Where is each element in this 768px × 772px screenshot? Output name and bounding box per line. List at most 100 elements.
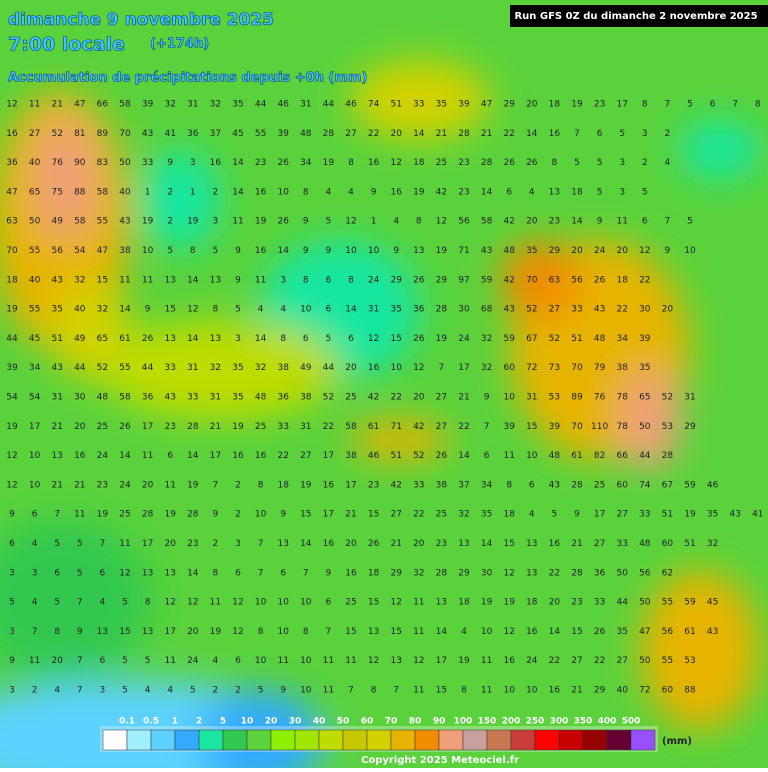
grid-value: 7 <box>732 100 738 110</box>
grid-value: 21 <box>210 422 221 432</box>
grid-value: 23 <box>458 187 469 197</box>
grid-value: 48 <box>503 246 515 256</box>
grid-value: 16 <box>503 656 515 666</box>
grid-value: 42 <box>390 480 401 490</box>
grid-value: 28 <box>662 451 674 461</box>
grid-value: 5 <box>77 539 83 549</box>
grid-value: 40 <box>29 158 41 168</box>
grid-value: 4 <box>258 305 264 315</box>
grid-value: 7 <box>348 686 354 696</box>
grid-value: 65 <box>97 334 108 344</box>
grid-value: 18 <box>277 480 289 490</box>
grid-value: 19 <box>187 480 199 490</box>
grid-value: 9 <box>597 217 603 227</box>
grid-value: 58 <box>74 217 86 227</box>
grid-value: 50 <box>29 217 41 227</box>
grid-value: 24 <box>97 451 109 461</box>
grid-value: 8 <box>213 568 219 578</box>
legend-label: 0.5 <box>143 717 159 727</box>
grid-value: 8 <box>145 598 151 608</box>
grid-value: 88 <box>74 187 86 197</box>
grid-value: 9 <box>326 246 332 256</box>
grid-value: 7 <box>77 598 83 608</box>
grid-value: 13 <box>164 568 175 578</box>
grid-value: 12 <box>436 217 447 227</box>
grid-value: 22 <box>639 275 650 285</box>
grid-value: 55 <box>662 656 673 666</box>
grid-value: 13 <box>526 539 537 549</box>
grid-value: 46 <box>277 100 289 110</box>
grid-value: 20 <box>413 539 425 549</box>
grid-value: 59 <box>684 480 696 490</box>
grid-value: 3 <box>9 686 15 696</box>
grid-value: 26 <box>594 627 606 637</box>
legend-label: 20 <box>265 717 278 727</box>
grid-value: 37 <box>458 480 469 490</box>
grid-value: 2 <box>665 129 671 139</box>
grid-value: 6 <box>642 217 648 227</box>
grid-value: 29 <box>549 246 561 256</box>
grid-value: 20 <box>164 539 176 549</box>
grid-value: 60 <box>662 539 674 549</box>
grid-value: 23 <box>187 539 198 549</box>
grid-value: 51 <box>684 539 695 549</box>
grid-value: 66 <box>616 451 628 461</box>
grid-value: 20 <box>345 363 357 373</box>
grid-value: 51 <box>51 334 62 344</box>
grid-value: 10 <box>29 480 41 490</box>
grid-value: 17 <box>29 422 40 432</box>
grid-value: 8 <box>348 158 354 168</box>
grid-value: 28 <box>187 510 199 520</box>
legend-label: 0.1 <box>119 717 135 727</box>
grid-value: 6 <box>32 510 38 520</box>
grid-value: 12 <box>187 305 198 315</box>
grid-value: 35 <box>390 305 401 315</box>
value-grid: 12 11 21 47 66 58 39 32 31 32 35 44 46 31 44 46 74 51 33 35… <box>6 100 763 696</box>
grid-value: 11 <box>29 656 40 666</box>
grid-value: 24 <box>594 246 606 256</box>
grid-value: 9 <box>235 246 241 256</box>
grid-value: 14 <box>187 451 199 461</box>
legend-swatch <box>534 729 560 751</box>
grid-value: 43 <box>594 305 605 315</box>
grid-value: 48 <box>300 129 312 139</box>
grid-value: 56 <box>458 217 470 227</box>
grid-value: 55 <box>97 217 108 227</box>
grid-value: 2 <box>167 187 173 197</box>
grid-value: 33 <box>142 158 153 168</box>
grid-value: 63 <box>549 275 560 285</box>
grid-value: 6 <box>54 568 60 578</box>
legend-swatch <box>222 729 248 751</box>
grid-value: 97 <box>458 275 469 285</box>
grid-value: 48 <box>549 451 561 461</box>
grid-value: 4 <box>167 686 173 696</box>
grid-value: 52 <box>413 451 424 461</box>
legend-swatch <box>414 729 440 751</box>
grid-value: 7 <box>665 217 671 227</box>
grid-value: 6 <box>597 129 603 139</box>
grid-value: 70 <box>119 129 131 139</box>
grid-value: 6 <box>167 451 173 461</box>
legend-label: 60 <box>361 717 374 727</box>
grid-value: 3 <box>280 275 286 285</box>
legend-swatch <box>462 729 488 751</box>
grid-value: 5 <box>190 686 196 696</box>
grid-value: 15 <box>571 627 582 637</box>
grid-value: 26 <box>142 334 154 344</box>
grid-value: 5 <box>687 100 693 110</box>
grid-value: 14 <box>571 217 583 227</box>
grid-value: 16 <box>323 480 335 490</box>
grid-value: 21 <box>51 480 62 490</box>
grid-value: 8 <box>303 275 309 285</box>
legend-label: 350 <box>574 717 593 727</box>
grid-value: 75 <box>51 187 62 197</box>
grid-value: 3 <box>235 334 241 344</box>
grid-value: 3 <box>619 187 625 197</box>
grid-value: 52 <box>662 393 673 403</box>
grid-value: 5 <box>326 334 332 344</box>
grid-value: 7 <box>213 480 219 490</box>
grid-value: 26 <box>368 539 380 549</box>
grid-value: 36 <box>142 393 154 403</box>
grid-value: 14 <box>458 451 470 461</box>
grid-value: 5 <box>619 129 625 139</box>
